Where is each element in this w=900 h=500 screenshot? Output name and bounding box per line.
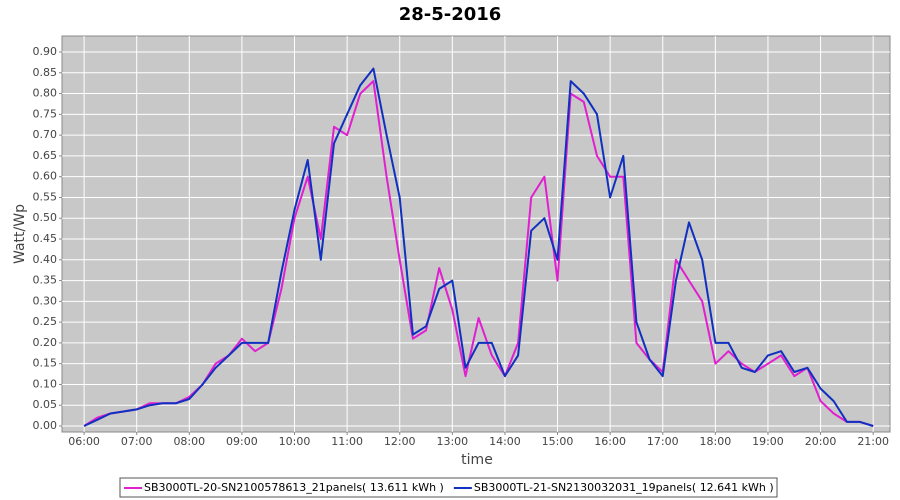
y-tick-label: 0.85 xyxy=(33,66,58,79)
x-tick-label: 20:00 xyxy=(805,435,837,448)
x-tick-label: 13:00 xyxy=(436,435,468,448)
series-line xyxy=(83,80,874,427)
x-tick-label: 08:00 xyxy=(173,435,205,448)
x-tick-label: 06:00 xyxy=(68,435,100,448)
y-tick-label: 0.05 xyxy=(33,398,58,411)
y-axis-label: Watt/Wp xyxy=(12,204,28,264)
y-tick-label: 0.70 xyxy=(33,128,58,141)
legend xyxy=(119,477,778,498)
x-tick-label: 21:00 xyxy=(857,435,889,448)
x-tick-label: 17:00 xyxy=(647,435,679,448)
legend-label: SB3000TL-20-SN2100578613_21panels( 13.61… xyxy=(144,481,444,494)
x-tick-label: 11:00 xyxy=(331,435,363,448)
x-tick-label: 10:00 xyxy=(279,435,311,448)
y-tick-label: 0.00 xyxy=(33,419,58,432)
y-tick-label: 0.45 xyxy=(33,232,58,245)
y-tick-label: 0.50 xyxy=(33,211,58,224)
y-tick-label: 0.75 xyxy=(33,107,58,120)
y-tick-label: 0.10 xyxy=(33,377,58,390)
y-tick-label: 0.40 xyxy=(33,253,58,266)
x-tick-label: 16:00 xyxy=(594,435,626,448)
y-tick-label: 0.35 xyxy=(33,274,58,287)
x-tick-label: 19:00 xyxy=(752,435,784,448)
y-tick-label: 0.55 xyxy=(33,190,58,203)
x-tick-label: 07:00 xyxy=(121,435,153,448)
y-tick-label: 0.90 xyxy=(33,45,58,58)
y-tick-label: 0.15 xyxy=(33,357,58,370)
y-tick-label: 0.25 xyxy=(33,315,58,328)
x-tick-label: 15:00 xyxy=(542,435,574,448)
legend-label: SB3000TL-21-SN2130032031_19panels( 12.64… xyxy=(474,481,774,494)
plot-area xyxy=(61,35,891,433)
y-tick-label: 0.80 xyxy=(33,87,58,100)
x-tick-label: 12:00 xyxy=(384,435,416,448)
series-line xyxy=(83,67,874,427)
x-tick-label: 09:00 xyxy=(226,435,258,448)
x-tick-label: 18:00 xyxy=(700,435,732,448)
x-axis-label: time xyxy=(461,452,493,468)
chart-title: 28-5-2016 xyxy=(399,4,502,25)
y-tick-label: 0.65 xyxy=(33,149,58,162)
x-tick-label: 14:00 xyxy=(489,435,521,448)
y-tick-label: 0.60 xyxy=(33,170,58,183)
y-tick-label: 0.30 xyxy=(33,294,58,307)
y-tick-label: 0.20 xyxy=(33,336,58,349)
